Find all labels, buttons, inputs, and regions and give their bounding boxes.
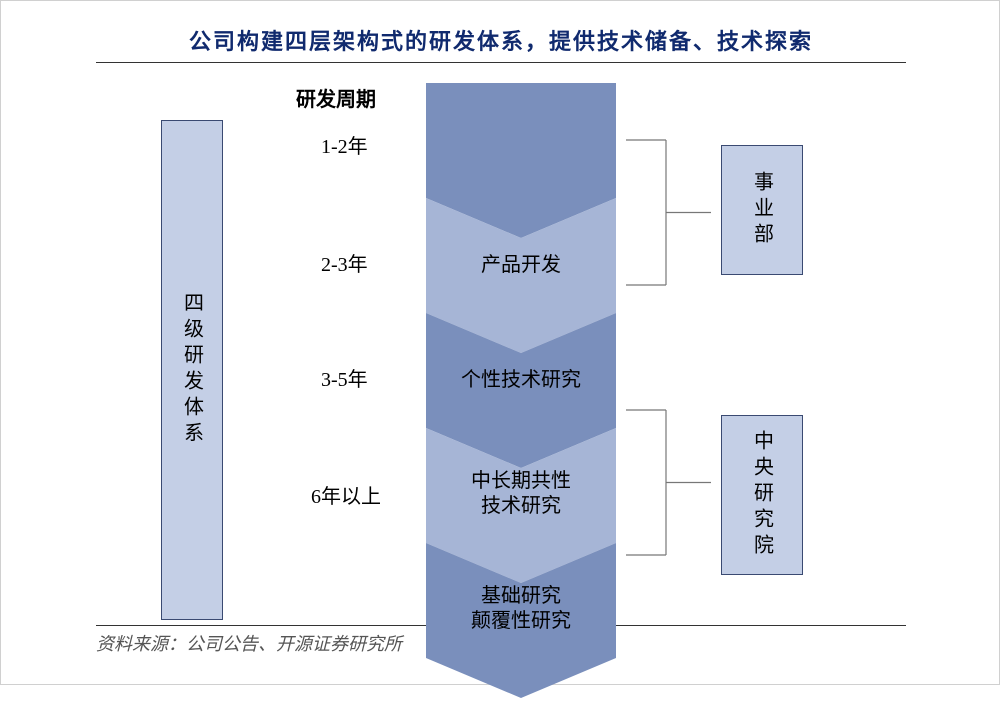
stage-label-3: 基础研究颠覆性研究 <box>441 584 601 634</box>
period-label-0: 1-2年 <box>321 130 368 159</box>
stage-label-0: 产品开发 <box>441 253 601 278</box>
output-box-institute: 中央研究院 <box>721 415 803 575</box>
stage-label-1: 个性技术研究 <box>441 368 601 393</box>
period-header: 研发周期 <box>296 83 376 112</box>
left-system-box: 四级研发体系 <box>161 120 223 620</box>
stage-label-2: 中长期共性技术研究 <box>441 469 601 519</box>
period-label-2: 3-5年 <box>321 363 368 392</box>
title-row: 公司构建四层架构式的研发体系，提供技术储备、技术探索 <box>96 16 906 63</box>
diagram-body: 四级研发体系 研发周期 1-2年 2-3年 3-5年 6年以上 产品开发个性技术研究中长期共… <box>96 65 906 625</box>
period-label-1: 2-3年 <box>321 248 368 277</box>
period-label-3: 6年以上 <box>311 480 381 509</box>
output-box-division: 事业部 <box>721 145 803 275</box>
page-title: 公司构建四层架构式的研发体系，提供技术储备、技术探索 <box>189 29 813 54</box>
